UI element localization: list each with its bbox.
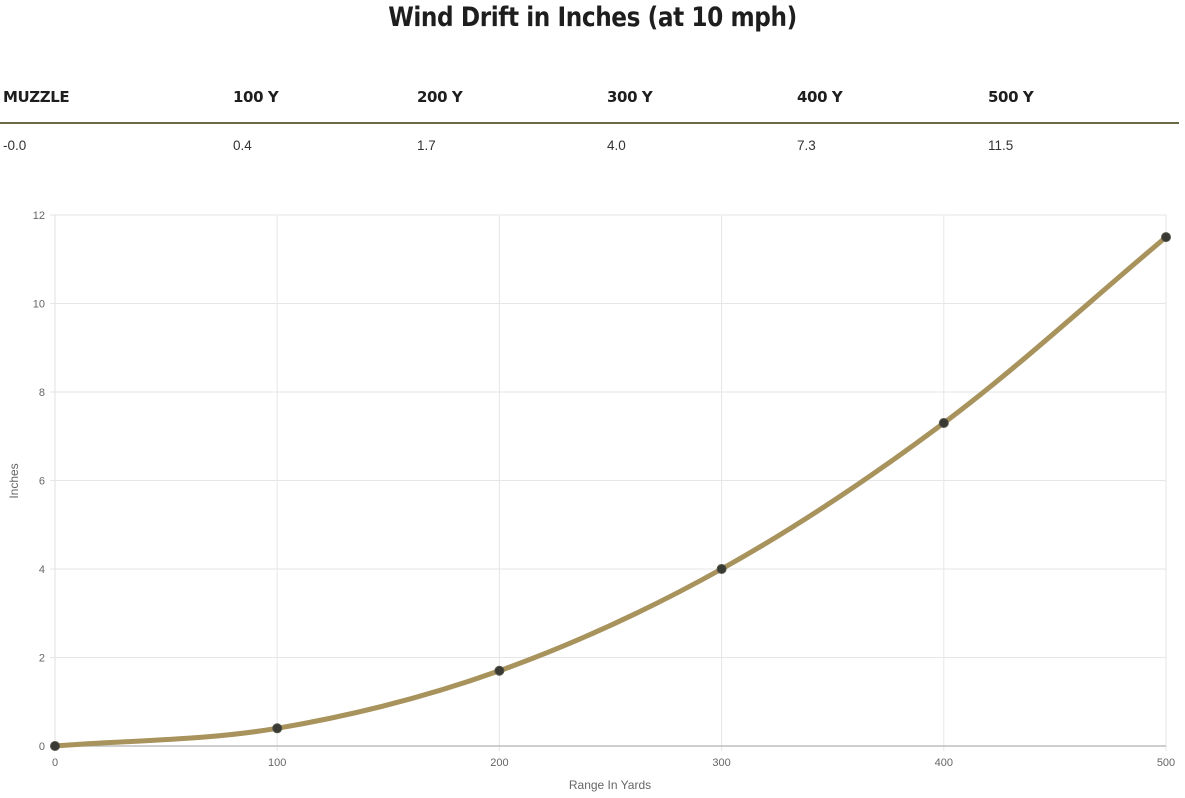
table-header-400y: 400 Y <box>797 88 843 106</box>
chart-area: 0 100 200 300 400 500 0 2 4 6 8 10 12 Range In Yards… <box>0 195 1185 793</box>
y-tick-label-6: 6 <box>39 476 45 488</box>
data-point-200 <box>494 665 505 676</box>
table-cell-300y: 4.0 <box>607 138 626 153</box>
x-tick-label-200: 200 <box>490 757 508 769</box>
series-line-0 <box>52 234 1169 749</box>
x-axis-title: Range In Yards <box>569 778 651 792</box>
table-header-100y: 100 Y <box>233 88 279 106</box>
data-point-0 <box>50 741 60 751</box>
y-tick-label-8: 8 <box>39 387 45 399</box>
y-tick-label-10: 10 <box>33 299 45 311</box>
table-header-muzzle: MUZZLE <box>3 88 70 106</box>
axes: 0 100 200 300 400 500 0 2 4 6 8 10 12 <box>33 210 1175 769</box>
table-cell-100y: 0.4 <box>233 138 252 153</box>
series <box>50 232 1171 751</box>
grid <box>50 214 1167 751</box>
table-header-500y: 500 Y <box>988 88 1034 106</box>
table-header-300y: 300 Y <box>607 88 653 106</box>
x-tick-label-400: 400 <box>935 757 953 769</box>
table-header-200y: 200 Y <box>417 88 463 106</box>
x-tick-label-300: 300 <box>712 757 730 769</box>
y-axis-title: Inches <box>7 463 21 498</box>
wind-drift-chart: 0 100 200 300 400 500 0 2 4 6 8 10 12 Range In Yards… <box>7 210 1175 792</box>
data-point-500 <box>1161 232 1171 243</box>
y-tick-label-0: 0 <box>39 741 45 753</box>
drift-table: MUZZLE 100 Y 200 Y 300 Y 400 Y 500 Y -0.… <box>0 82 1179 162</box>
x-tick-label-100: 100 <box>268 757 286 769</box>
chart-title: Wind Drift in Inches (at 10 mph) <box>388 2 797 33</box>
table-cell-500y: 11.5 <box>988 138 1014 153</box>
table-cell-400y: 7.3 <box>797 138 816 153</box>
y-tick-label-2: 2 <box>39 653 45 665</box>
x-tick-label-0: 0 <box>52 757 58 769</box>
table-cell-muzzle: -0.0 <box>3 138 27 153</box>
y-tick-label-12: 12 <box>33 210 45 222</box>
y-tick-label-4: 4 <box>39 564 45 576</box>
table-cell-200y: 1.7 <box>417 138 436 153</box>
data-point-300 <box>716 564 727 574</box>
table-divider <box>0 122 1179 124</box>
x-tick-label-500: 500 <box>1157 757 1175 769</box>
data-point-400 <box>938 417 949 428</box>
data-point-100 <box>272 723 283 734</box>
